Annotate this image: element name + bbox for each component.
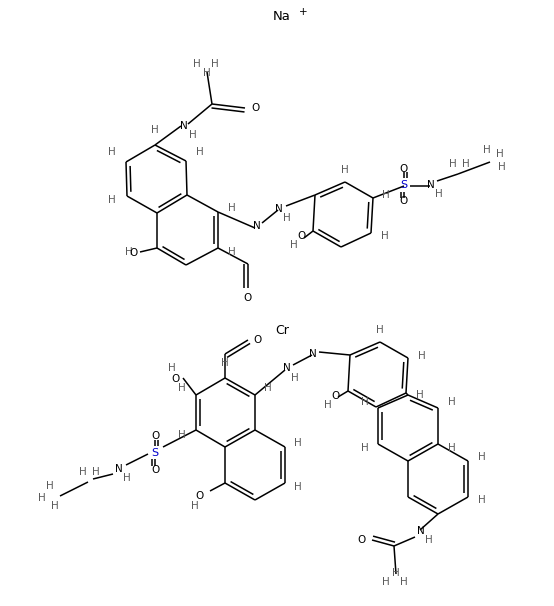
Text: H: H — [228, 247, 236, 257]
Text: H: H — [193, 59, 201, 69]
Text: H: H — [92, 467, 100, 477]
Text: O: O — [400, 196, 408, 206]
Text: +: + — [299, 7, 307, 17]
Text: O: O — [254, 335, 262, 345]
Text: H: H — [416, 390, 424, 400]
Text: O: O — [298, 231, 306, 241]
Text: H: H — [178, 430, 186, 440]
Text: H: H — [483, 145, 491, 155]
Text: H: H — [381, 231, 389, 241]
Text: H: H — [294, 482, 302, 492]
Text: H: H — [478, 495, 486, 505]
Text: H: H — [478, 452, 486, 462]
Text: H: H — [203, 68, 211, 78]
Text: N: N — [275, 204, 283, 214]
Text: H: H — [123, 473, 131, 483]
Text: H: H — [382, 577, 390, 587]
Text: H: H — [382, 190, 390, 200]
Text: H: H — [108, 195, 116, 205]
Text: H: H — [341, 165, 349, 175]
Text: S: S — [151, 448, 158, 458]
Text: H: H — [400, 577, 408, 587]
Text: H: H — [38, 493, 46, 503]
Text: S: S — [401, 180, 408, 190]
Text: H: H — [291, 373, 299, 383]
Text: H: H — [294, 438, 302, 448]
Text: N: N — [180, 121, 188, 131]
Text: H: H — [191, 501, 199, 511]
Text: Cr: Cr — [275, 324, 289, 336]
Text: H: H — [462, 159, 470, 169]
Text: H: H — [221, 358, 229, 368]
Text: O: O — [251, 103, 259, 113]
Text: N: N — [115, 464, 123, 474]
Text: O: O — [151, 465, 159, 475]
Text: H: H — [79, 467, 87, 477]
Text: N: N — [417, 526, 425, 536]
Text: N: N — [427, 180, 435, 190]
Text: H: H — [46, 481, 54, 491]
Text: H: H — [51, 501, 59, 511]
Text: H: H — [448, 397, 456, 407]
Text: H: H — [168, 363, 176, 373]
Text: H: H — [178, 383, 186, 393]
Text: H: H — [151, 125, 159, 135]
Text: H: H — [125, 247, 133, 257]
Text: H: H — [425, 535, 433, 545]
Text: N: N — [283, 363, 291, 373]
Text: H: H — [189, 130, 197, 140]
Text: H: H — [435, 189, 443, 199]
Text: H: H — [264, 383, 272, 393]
Text: H: H — [392, 568, 400, 578]
Text: O: O — [172, 374, 180, 384]
Text: N: N — [253, 221, 261, 231]
Text: H: H — [418, 351, 426, 361]
Text: H: H — [496, 149, 504, 159]
Text: O: O — [196, 491, 204, 501]
Text: O: O — [151, 431, 159, 441]
Text: O: O — [400, 164, 408, 174]
Text: H: H — [211, 59, 219, 69]
Text: O: O — [130, 248, 138, 258]
Text: H: H — [108, 147, 116, 157]
Text: N: N — [309, 349, 317, 359]
Text: H: H — [196, 147, 204, 157]
Text: H: H — [290, 240, 298, 250]
Text: H: H — [324, 400, 332, 410]
Text: O: O — [358, 535, 366, 545]
Text: H: H — [361, 397, 369, 407]
Text: H: H — [361, 443, 369, 453]
Text: H: H — [283, 213, 291, 223]
Text: O: O — [244, 293, 252, 303]
Text: H: H — [448, 443, 456, 453]
Text: H: H — [449, 159, 457, 169]
Text: H: H — [498, 162, 506, 172]
Text: H: H — [228, 203, 236, 213]
Text: H: H — [376, 325, 384, 335]
Text: O: O — [332, 391, 340, 401]
Text: Na: Na — [273, 10, 291, 22]
